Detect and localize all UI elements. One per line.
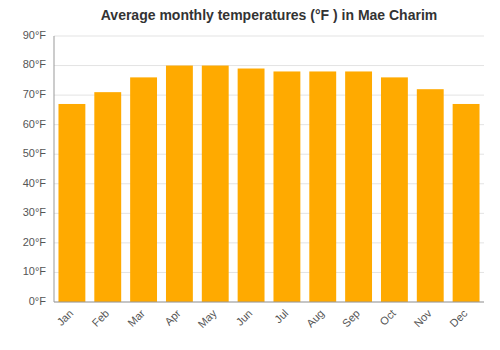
x-tick-label: Feb: [89, 307, 111, 329]
grid-line: [54, 302, 484, 303]
x-axis: Jan Feb Mar Apr May Jun Jul Aug Sep Oct Nov Dec: [54, 307, 470, 331]
bar: [273, 71, 300, 302]
x-axis-line: [54, 302, 484, 303]
bar: [238, 69, 265, 302]
bar: [453, 104, 480, 302]
x-tick-label: Jan: [54, 307, 75, 328]
y-tick-label: 80°F: [23, 58, 47, 70]
x-tick-label: Mar: [125, 307, 147, 329]
x-tick-label: Oct: [377, 307, 398, 328]
grid-line: [54, 36, 484, 37]
y-tick-label: 30°F: [23, 206, 47, 218]
y-tick-label: 0°F: [29, 295, 47, 307]
x-tick-label: Aug: [304, 307, 326, 329]
title: Average monthly temperatures (°F ) in Ma…: [101, 7, 438, 23]
bar: [130, 77, 157, 302]
x-tick-label: Dec: [447, 307, 470, 330]
bar: [94, 92, 121, 302]
y-tick-label: 50°F: [23, 147, 47, 159]
y-axis-line: [54, 36, 55, 302]
y-axis: 0°F 10°F 20°F 30°F 40°F 50°F 60°F 70°F 80°F 90°F: [23, 29, 47, 307]
y-tick-label: 10°F: [23, 265, 47, 277]
grid: [54, 36, 484, 302]
bar: [345, 71, 372, 302]
bars: [58, 66, 479, 302]
x-tick-label: Jun: [234, 307, 255, 328]
x-tick-label: Sep: [340, 307, 362, 329]
y-tick-label: 90°F: [23, 29, 47, 41]
bar: [417, 89, 444, 302]
y-tick-label: 70°F: [23, 88, 47, 100]
grid-line: [54, 65, 484, 66]
y-tick-label: 60°F: [23, 118, 47, 130]
bar: [381, 77, 408, 302]
bar: [309, 71, 336, 302]
bar: [58, 104, 85, 302]
bar: [166, 66, 193, 302]
x-tick-label: Jul: [272, 307, 290, 325]
y-tick-label: 40°F: [23, 177, 47, 189]
axes: [54, 36, 484, 302]
bar: [202, 66, 229, 302]
x-tick-label: May: [196, 307, 220, 331]
x-tick-label: Apr: [162, 307, 183, 328]
chart: 0°F 10°F 20°F 30°F 40°F 50°F 60°F 70°F 80°F 90°F J…: [0, 0, 500, 350]
y-tick-label: 20°F: [23, 236, 47, 248]
x-tick-label: Nov: [411, 307, 434, 330]
